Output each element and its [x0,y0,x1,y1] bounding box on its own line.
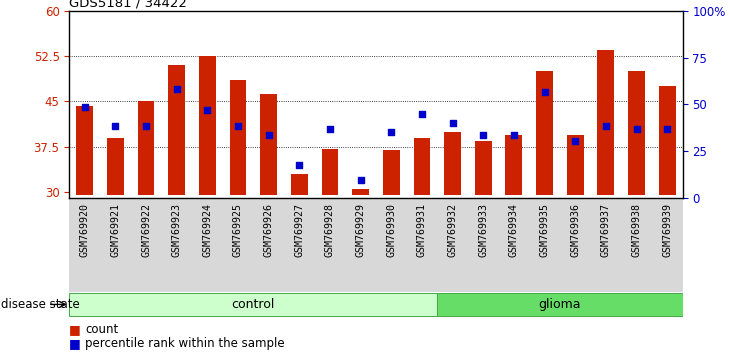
Text: GSM769933: GSM769933 [478,203,488,257]
Bar [597,50,615,195]
Bar [658,86,676,195]
Text: GDS5181 / 34422: GDS5181 / 34422 [69,0,187,10]
Bar [566,135,584,195]
Bar [505,135,523,195]
Bar [499,11,529,292]
Text: ■: ■ [69,337,85,350]
Point [171,86,182,92]
Point [324,126,336,131]
Point [355,177,366,183]
Bar [321,149,339,195]
Text: GSM769920: GSM769920 [80,203,90,257]
Bar [652,11,683,292]
Bar [437,11,468,292]
Point [416,111,428,116]
Point [201,108,213,113]
Point [447,120,458,125]
Text: GSM769936: GSM769936 [570,203,580,257]
Bar [352,189,369,195]
Point [569,138,581,144]
Bar [253,11,284,292]
Text: GSM769938: GSM769938 [631,203,642,257]
Text: count: count [85,324,119,336]
Bar [69,293,437,316]
Bar [76,106,93,195]
Text: GSM769937: GSM769937 [601,203,611,257]
Bar [444,132,461,195]
Text: GSM769926: GSM769926 [264,203,274,257]
Point [79,105,91,110]
Bar [591,11,621,292]
Point [110,123,121,129]
Point [263,132,274,137]
Point [385,129,397,135]
Text: GSM769928: GSM769928 [325,203,335,257]
Bar [291,174,308,195]
Text: GSM769925: GSM769925 [233,203,243,257]
Bar [621,11,652,292]
Point [293,162,305,168]
Point [661,126,673,131]
Text: GSM769927: GSM769927 [294,203,304,257]
Text: GSM769931: GSM769931 [417,203,427,257]
Point [600,123,612,129]
Point [477,132,489,137]
Bar [468,11,499,292]
Point [140,123,152,129]
Bar [223,11,253,292]
Bar [474,141,492,195]
Text: GSM769924: GSM769924 [202,203,212,257]
Text: GSM769934: GSM769934 [509,203,519,257]
Bar [536,71,553,195]
Point [539,90,550,95]
Text: glioma: glioma [539,298,581,311]
Text: ■: ■ [69,324,85,336]
Point [232,123,244,129]
Text: disease state: disease state [1,298,80,311]
Bar [376,11,407,292]
Bar [168,65,185,195]
Bar [260,93,277,195]
Bar [192,11,223,292]
Bar [413,138,431,195]
Bar [137,101,155,195]
Bar [229,80,247,195]
Bar [529,11,560,292]
Bar [161,11,192,292]
Bar [199,56,216,195]
Text: GSM769922: GSM769922 [141,203,151,257]
Text: GSM769930: GSM769930 [386,203,396,257]
Text: GSM769921: GSM769921 [110,203,120,257]
Bar [107,138,124,195]
Bar [628,71,645,195]
Text: control: control [231,298,275,311]
Bar [383,150,400,195]
Text: GSM769923: GSM769923 [172,203,182,257]
Bar [131,11,161,292]
Bar [100,11,131,292]
Point [631,126,642,131]
Text: percentile rank within the sample: percentile rank within the sample [85,337,285,350]
Text: GSM769939: GSM769939 [662,203,672,257]
Text: GSM769935: GSM769935 [539,203,550,257]
Point [508,132,520,137]
Bar [407,11,437,292]
Bar [437,293,683,316]
Text: GSM769929: GSM769929 [356,203,366,257]
Bar [345,11,376,292]
Text: GSM769932: GSM769932 [447,203,458,257]
Bar [284,11,315,292]
Bar [560,11,591,292]
Bar [69,11,100,292]
Bar [315,11,345,292]
